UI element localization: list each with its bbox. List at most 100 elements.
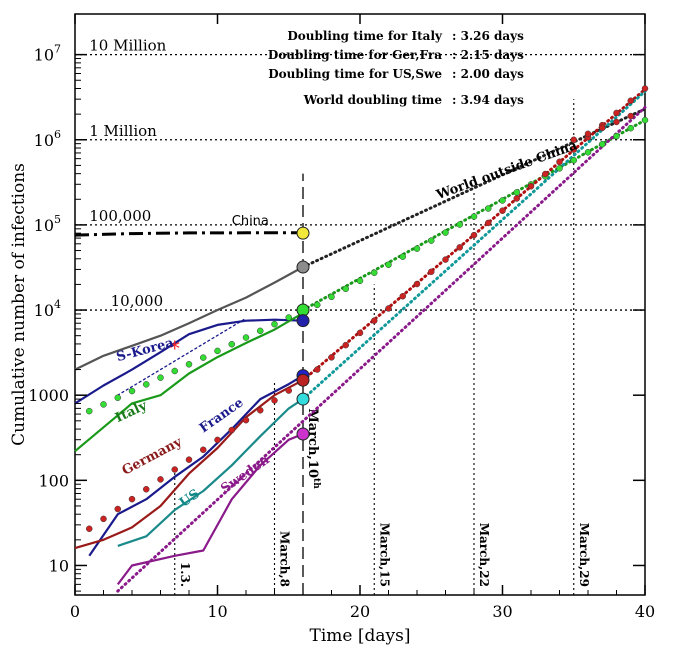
germany-point (285, 387, 292, 394)
x-tick-label-0: 0 (70, 602, 80, 621)
series-line-1 (74, 266, 304, 371)
italy-point (171, 367, 178, 375)
world-point (613, 118, 620, 126)
italy-point (328, 293, 335, 301)
date-label-1: March,8 (278, 531, 292, 587)
y-tick-label-1: 100 (38, 471, 69, 490)
italy-point (271, 320, 278, 328)
germany-point (499, 207, 506, 214)
germany-point (86, 525, 93, 532)
world-point (570, 136, 577, 144)
germany-point (399, 292, 406, 300)
italy-point (228, 340, 235, 348)
marker-china (296, 226, 310, 240)
germany-point (570, 146, 577, 153)
germany-point (100, 515, 107, 523)
y-tick-label-6: 107 (34, 43, 61, 65)
germany-point (456, 244, 463, 251)
italy-point (214, 347, 221, 355)
level-label-2: 100,000 (89, 207, 151, 225)
italy-point (185, 361, 193, 368)
italy-point (128, 387, 136, 395)
germany-point (413, 280, 421, 288)
world-point (627, 112, 634, 120)
italy-point (599, 140, 606, 148)
italy-point (428, 237, 435, 244)
germany-point (470, 231, 478, 239)
germany-point (143, 486, 150, 493)
info-name-1: Doubling time for Ger,Fra (268, 48, 442, 62)
s-korea-star: * (170, 336, 180, 360)
germany-point (214, 436, 221, 444)
info-name-2: Doubling time for US,Swe (268, 67, 442, 81)
italy-point (385, 261, 392, 268)
germany-point (171, 466, 178, 473)
marker-us (296, 392, 310, 406)
germany-point (271, 397, 278, 404)
marker-sweden (296, 427, 310, 441)
germany-point (371, 317, 378, 324)
series-line-0 (74, 231, 304, 237)
marker-world-outside-china (296, 260, 310, 274)
italy-point (556, 165, 563, 172)
date-label-2: March,15 (377, 523, 391, 587)
x-tick-label-3: 30 (492, 602, 512, 621)
italy-point (613, 132, 620, 140)
germany-point (613, 109, 620, 117)
germany-point (428, 268, 435, 276)
x-tick-label-4: 40 (635, 602, 655, 621)
y-axis-label: Cumulative number of infections (9, 163, 29, 446)
y-tick-label-4: 105 (34, 213, 61, 235)
y-tick-label-2: 1000 (28, 386, 69, 405)
italy-point (200, 354, 207, 361)
y-tick-label-5: 106 (34, 128, 61, 150)
date-label-3: March,22 (477, 523, 491, 587)
plot-frame (74, 13, 646, 596)
germany-point (556, 158, 563, 166)
italy-point (641, 116, 649, 124)
marker-germany (296, 373, 310, 387)
series-line-3 (74, 312, 304, 453)
italy-point (143, 381, 150, 388)
germany-point (527, 183, 535, 190)
germany-point (242, 416, 250, 424)
germany-point (513, 195, 520, 202)
italy-point (413, 245, 421, 252)
italy-point (442, 229, 449, 236)
info-name-0: Doubling time for Italy (287, 29, 443, 43)
y-tick-label-0: 10 (49, 556, 69, 575)
italy-point (314, 301, 321, 309)
germany-point (442, 256, 449, 263)
projection-3 (301, 89, 647, 401)
germany-point (128, 495, 136, 503)
world-point (599, 124, 606, 132)
italy-point (627, 124, 634, 132)
germany-point (356, 329, 364, 337)
series-line-6 (117, 398, 304, 547)
germany-point (185, 456, 193, 463)
italy-point (399, 253, 406, 260)
italy-point (114, 394, 121, 401)
italy-point (242, 334, 250, 341)
date-label-4: March,29 (577, 523, 591, 587)
italy-point (371, 269, 378, 277)
germany-point (385, 305, 392, 312)
level-label-1: 1 Million (89, 122, 157, 140)
italy-point (499, 197, 506, 204)
info-value-3: : 3.94 days (452, 93, 524, 107)
germany-point (157, 476, 164, 483)
germany-point (641, 85, 649, 92)
italy-point (100, 401, 107, 408)
germany-point (542, 170, 549, 178)
italy-point (157, 374, 164, 381)
date-label-0: 1.3. (178, 562, 192, 587)
italy-point (584, 149, 592, 156)
germany-point (328, 354, 335, 361)
italy-point (285, 314, 292, 321)
germany-point (200, 446, 207, 454)
italy-point (342, 285, 349, 293)
info-value-0: : 3.26 days (452, 29, 524, 43)
italy-point (485, 205, 492, 212)
level-label-3: 10,000 (111, 292, 164, 310)
